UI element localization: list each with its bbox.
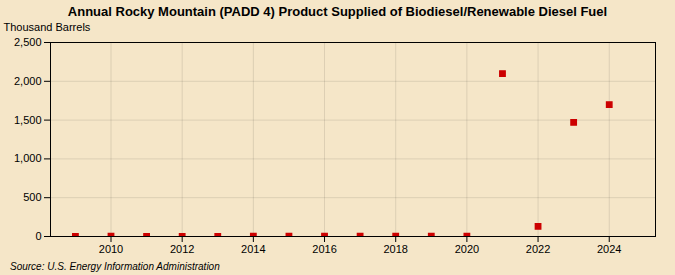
svg-text:500: 500 bbox=[23, 191, 41, 203]
html-text:Source: U.S. Energy Informatio: Source: U.S. Energy Information Administ… bbox=[10, 261, 220, 272]
svg-text:2024: 2024 bbox=[597, 243, 621, 255]
svg-text:2016: 2016 bbox=[312, 243, 336, 255]
svg-text:2,500: 2,500 bbox=[14, 36, 42, 48]
svg-text:2020: 2020 bbox=[455, 243, 479, 255]
svg-text:2014: 2014 bbox=[241, 243, 265, 255]
svg-text:2012: 2012 bbox=[170, 243, 194, 255]
svg-text:2,000: 2,000 bbox=[14, 75, 42, 87]
svg-text:2018: 2018 bbox=[383, 243, 407, 255]
svg-text:0: 0 bbox=[35, 230, 41, 242]
svg-text:2022: 2022 bbox=[526, 243, 550, 255]
svg-text:2010: 2010 bbox=[99, 243, 123, 255]
svg-text:1,000: 1,000 bbox=[14, 152, 42, 164]
svg-text:1,500: 1,500 bbox=[14, 114, 42, 126]
svg-text:Thousand Barrels: Thousand Barrels bbox=[4, 21, 91, 33]
html-text:Annual Rocky Mountain (PADD 4): Annual Rocky Mountain (PADD 4) Product S… bbox=[67, 4, 608, 19]
